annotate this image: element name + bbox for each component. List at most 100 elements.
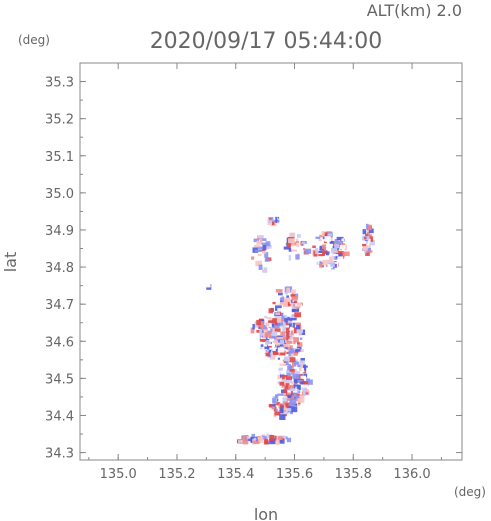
echo-point bbox=[297, 378, 303, 382]
echo-point bbox=[303, 389, 306, 396]
echo-point bbox=[260, 344, 264, 350]
echo-point bbox=[286, 370, 292, 376]
echo-point bbox=[269, 434, 275, 441]
echo-point bbox=[296, 238, 299, 242]
echo-point bbox=[283, 356, 290, 362]
echo-point bbox=[342, 243, 345, 247]
echo-point bbox=[336, 236, 344, 241]
echo-point bbox=[277, 357, 281, 360]
echo-point bbox=[253, 440, 259, 444]
echo-point bbox=[266, 433, 269, 439]
echo-point bbox=[282, 410, 289, 415]
echo-point bbox=[263, 350, 266, 354]
echo-point bbox=[296, 324, 301, 330]
echo-point bbox=[297, 349, 304, 353]
echo-point bbox=[291, 233, 296, 237]
echo-point bbox=[293, 242, 297, 245]
echo-point bbox=[276, 343, 283, 348]
echo-point bbox=[291, 394, 298, 399]
echo-point bbox=[269, 441, 276, 445]
echo-point bbox=[294, 361, 300, 365]
echo-point bbox=[280, 389, 287, 394]
echo-point bbox=[281, 296, 285, 302]
echo-point bbox=[324, 236, 331, 242]
echo-point bbox=[301, 368, 305, 373]
echo-point bbox=[265, 322, 270, 327]
echo-point bbox=[277, 322, 280, 329]
echo-point bbox=[271, 323, 275, 327]
altitude-label: ALT(km) 2.0 bbox=[367, 1, 462, 20]
echo-point bbox=[303, 381, 309, 387]
y-tick-label: 35.3 bbox=[45, 76, 74, 91]
echo-point bbox=[264, 346, 270, 350]
echo-point bbox=[362, 245, 368, 251]
echo-point bbox=[285, 403, 289, 408]
echo-point bbox=[304, 248, 312, 254]
echo-point bbox=[277, 331, 281, 336]
echo-point bbox=[277, 292, 283, 296]
echo-point bbox=[263, 267, 268, 273]
echo-point bbox=[265, 328, 273, 335]
echo-point bbox=[283, 297, 291, 303]
echo-point bbox=[265, 241, 271, 247]
echo-point bbox=[251, 256, 255, 260]
echo-point bbox=[329, 240, 334, 244]
echo-point bbox=[297, 364, 302, 368]
y-unit-label: (deg) bbox=[18, 33, 50, 47]
echo-point bbox=[279, 322, 284, 326]
echo-point bbox=[300, 384, 308, 388]
echo-point bbox=[315, 248, 319, 255]
echo-point bbox=[289, 322, 292, 329]
echo-point bbox=[242, 438, 249, 445]
echo-point bbox=[339, 252, 345, 257]
echo-point bbox=[255, 260, 262, 267]
echo-point bbox=[278, 302, 284, 305]
echo-point bbox=[319, 245, 325, 251]
echo-point bbox=[303, 373, 308, 378]
echo-point bbox=[296, 299, 304, 303]
echo-point bbox=[257, 246, 263, 250]
echo-point bbox=[261, 242, 269, 245]
echo-point bbox=[256, 329, 262, 333]
echo-point bbox=[317, 256, 321, 261]
echo-point bbox=[332, 253, 339, 257]
echo-point bbox=[321, 231, 325, 237]
echo-point bbox=[284, 321, 291, 326]
y-tick-label: 34.4 bbox=[45, 409, 74, 424]
echo-point bbox=[271, 216, 278, 223]
echo-point bbox=[269, 353, 276, 360]
echo-point bbox=[258, 264, 263, 270]
plot-frame bbox=[79, 62, 463, 461]
echo-point bbox=[293, 327, 297, 334]
echo-point bbox=[303, 366, 307, 371]
echo-point bbox=[272, 347, 277, 353]
echo-point bbox=[274, 328, 281, 333]
echo-point bbox=[288, 402, 295, 407]
echo-point bbox=[290, 388, 296, 392]
echo-point bbox=[293, 337, 299, 343]
echo-point bbox=[274, 411, 281, 416]
echo-point bbox=[280, 370, 285, 375]
echo-point bbox=[321, 244, 327, 250]
echo-point bbox=[323, 240, 327, 244]
echo-point bbox=[256, 317, 259, 322]
echo-point bbox=[336, 240, 344, 245]
echo-point bbox=[289, 369, 295, 372]
echo-point bbox=[294, 333, 299, 336]
echo-point bbox=[291, 317, 297, 321]
echo-point bbox=[259, 341, 263, 344]
echo-point bbox=[282, 301, 288, 307]
echo-point bbox=[272, 221, 275, 226]
echo-point bbox=[303, 248, 306, 251]
echo-point bbox=[334, 243, 340, 249]
echo-point bbox=[290, 315, 298, 320]
echo-point bbox=[290, 353, 294, 358]
echo-point bbox=[335, 253, 342, 259]
echo-point bbox=[268, 220, 275, 224]
echo-point bbox=[273, 339, 279, 344]
echo-point bbox=[288, 317, 293, 321]
echo-point bbox=[268, 406, 275, 413]
echo-point bbox=[262, 238, 267, 242]
x-unit-label: (deg) bbox=[454, 485, 486, 499]
